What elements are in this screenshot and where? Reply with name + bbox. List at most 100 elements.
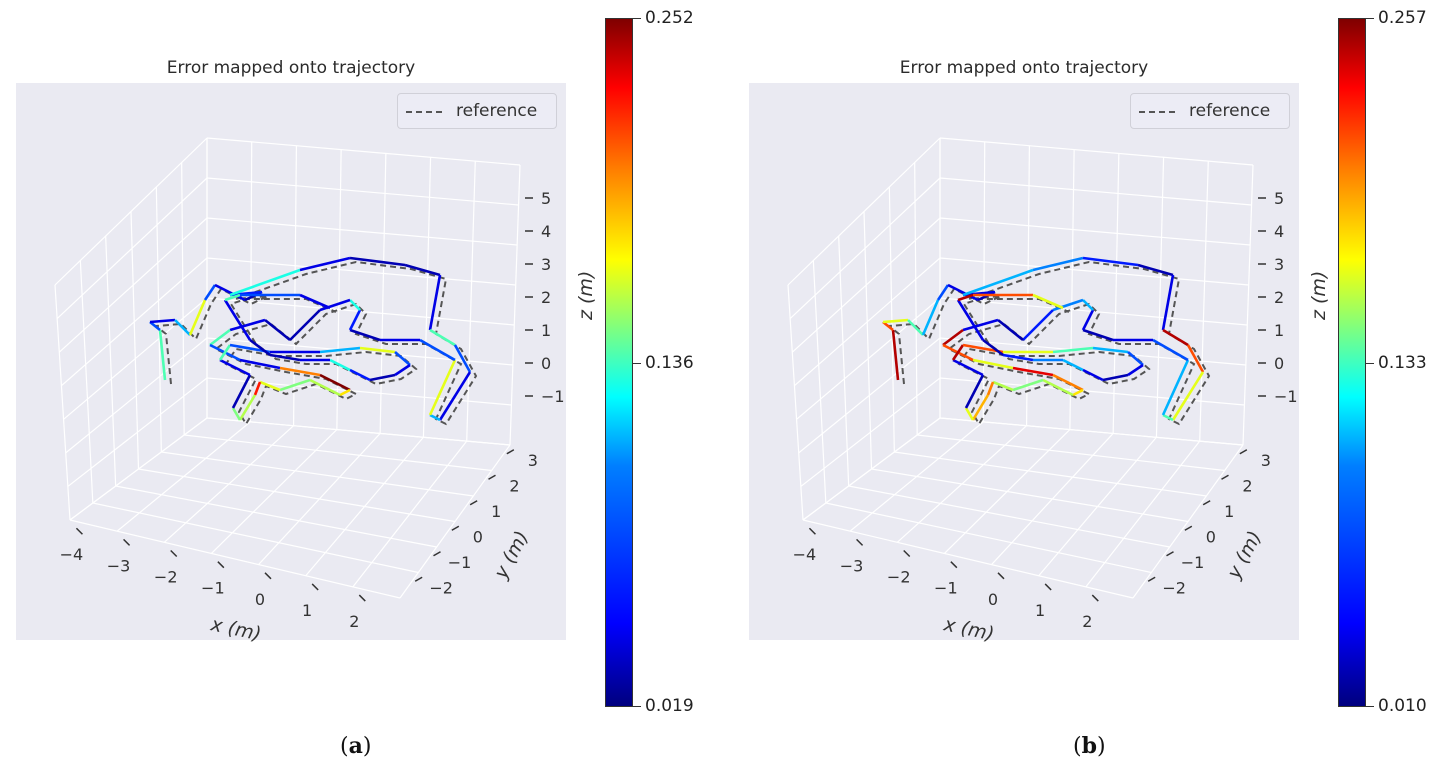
gridline [939, 417, 1244, 446]
gridline [206, 337, 513, 366]
x-tick-label: −3 [840, 556, 864, 575]
y-tick-label: 3 [1261, 451, 1271, 470]
x-tick [170, 549, 178, 558]
x-tick [1044, 583, 1052, 591]
gridline [917, 434, 1225, 472]
trajectory-segment [1002, 353, 1034, 362]
trajectory-segment [1032, 256, 1084, 272]
x-tick [903, 549, 911, 558]
colorbar-mid-label: 0.133 [1378, 353, 1427, 373]
y-tick-label: 0 [473, 527, 483, 546]
trajectory-segment [986, 381, 995, 396]
trajectory-segment [188, 299, 207, 336]
trajectory-segment [149, 320, 161, 332]
colorbar-tick-max [1366, 18, 1374, 19]
gridline [63, 297, 208, 420]
trajectory-segment [962, 290, 996, 297]
trajectory-segment [1162, 413, 1174, 422]
trajectory-segment [428, 274, 442, 331]
gridline [54, 284, 71, 521]
gridline [787, 137, 941, 286]
panel-b: Error mapped onto trajectory −4 −3 −2 −1 0 1 2… [733, 0, 1451, 773]
gridline [379, 153, 387, 434]
y-tick [1147, 576, 1156, 582]
trajectory-segment [1081, 309, 1095, 331]
panel-a: Error mapped onto trajectory −4 −3 −2 −1 0 1 2… [0, 0, 725, 773]
gridline [206, 417, 511, 446]
gridline [796, 297, 941, 420]
gridline [791, 217, 941, 353]
z-axis-label: z (m) [575, 271, 597, 321]
trajectory-segment [992, 380, 1014, 392]
x-axis-label: x (m) [941, 613, 996, 645]
trajectory-segment [997, 318, 1024, 342]
x-tick [75, 527, 83, 535]
y-tick [1239, 449, 1248, 455]
trajectory-segment [229, 318, 266, 332]
y-tick-label: 3 [528, 451, 538, 470]
trajectory-segment [253, 381, 262, 396]
trajectory-segment [394, 363, 411, 377]
trajectory-segment [1012, 366, 1054, 377]
legend-reference-label: reference [1189, 101, 1271, 121]
gridline [863, 211, 873, 470]
trajectory-segment [1161, 359, 1190, 416]
x-tick [997, 572, 1005, 580]
z-tick-label: 4 [1274, 222, 1284, 241]
x-tick [808, 527, 816, 535]
trajectory-segment [1082, 256, 1139, 267]
trajectory-segment [319, 373, 351, 392]
y-tick [1202, 500, 1211, 506]
legend-reference-label: reference [456, 101, 538, 121]
z-tick-label: 5 [541, 189, 551, 208]
gridline [181, 162, 185, 436]
y-tick [1221, 474, 1229, 480]
trajectory-segment [1186, 344, 1205, 373]
trajectory-segment [299, 293, 331, 310]
reference-trajectory [886, 260, 1211, 426]
trajectory-segment [952, 358, 984, 377]
trajectory-segment [359, 346, 396, 354]
gridline [982, 141, 986, 422]
trajectory-segment [942, 328, 964, 347]
trajectory-segment [1082, 328, 1114, 342]
trajectory-segment [149, 318, 176, 324]
trajectory-segment [219, 358, 251, 377]
gridline [1069, 149, 1075, 430]
trajectory-segment [429, 328, 456, 347]
x-tick [123, 538, 131, 546]
gridline [871, 468, 1189, 523]
trajectory-segment [972, 358, 1014, 370]
gridline [92, 502, 419, 574]
legend-reference-swatch [406, 111, 442, 113]
y-tick [1166, 551, 1174, 557]
trajectory-segment [349, 328, 381, 342]
gridline [61, 257, 208, 387]
z-tick-label: 4 [541, 222, 551, 241]
gridline [155, 186, 162, 453]
trajectory-segment [982, 338, 1004, 357]
y-tick [414, 576, 423, 582]
trajectory-segment [1082, 299, 1094, 311]
gridline [79, 260, 94, 504]
trajectory-segment [1072, 388, 1084, 397]
colorbar-tick-min [633, 706, 641, 707]
trajectory-segment [158, 329, 167, 381]
trajectory-segment [907, 319, 924, 336]
trajectory-segment [1042, 378, 1074, 397]
trajectory-segment [231, 374, 252, 409]
x-tick-label: −2 [887, 568, 911, 587]
trajectory-segment [964, 374, 985, 409]
gridline [1112, 153, 1120, 434]
y-axis-label: y (m) [490, 527, 534, 583]
z-tick-label: 0 [1274, 354, 1284, 373]
trajectory-segment [1082, 368, 1104, 382]
trajectory-segment [1127, 363, 1144, 377]
trajectory-segment [957, 293, 974, 302]
trajectory-segment [453, 344, 472, 373]
x-tick-label: 2 [1082, 612, 1092, 631]
legend-reference-swatch [1139, 111, 1175, 113]
trajectory-segment [1032, 293, 1064, 310]
x-tick-label: 1 [302, 601, 312, 620]
trajectory-segment [279, 378, 311, 392]
